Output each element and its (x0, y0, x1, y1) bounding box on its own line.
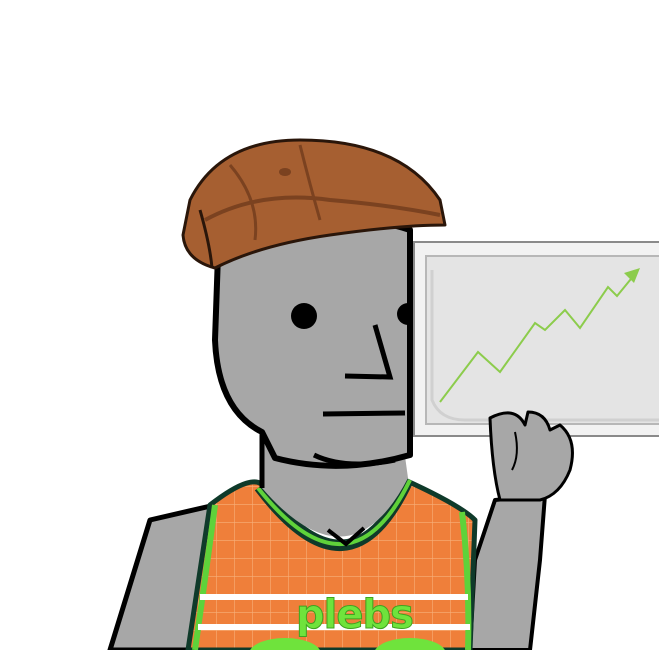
jaw-line (312, 452, 396, 467)
chart-line (439, 273, 636, 403)
left-eye (291, 303, 317, 329)
mouth (322, 410, 406, 417)
chin-line (326, 526, 366, 547)
jersey-text: plebs (296, 592, 413, 638)
upward-arrow-icon (624, 268, 640, 283)
nose (344, 324, 394, 380)
flat-cap-icon (181, 138, 447, 270)
hand (488, 410, 574, 502)
jersey: plebs (185, 477, 478, 650)
chart-board-icon (413, 241, 659, 437)
left-arm (107, 502, 218, 650)
right-arm (468, 493, 547, 650)
